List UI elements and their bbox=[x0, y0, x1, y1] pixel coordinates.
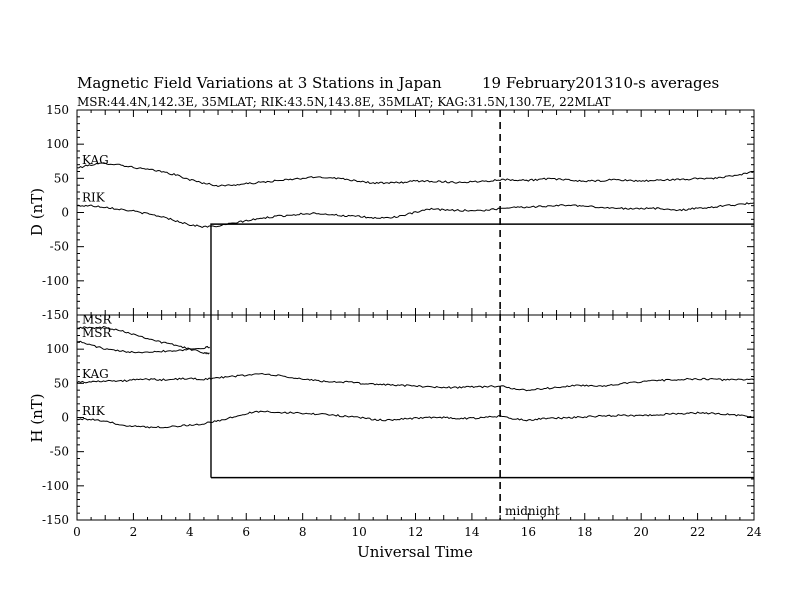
d-y-tick-label: 50 bbox=[54, 171, 69, 185]
x-tick-label: 0 bbox=[73, 525, 81, 539]
chart-overlays bbox=[210, 110, 754, 520]
h-y-tick-label: -50 bbox=[50, 445, 69, 459]
series-d-kag-0 bbox=[76, 162, 755, 188]
series-label-h-kag: KAG bbox=[82, 367, 109, 381]
chart-title: Magnetic Field Variations at 3 Stations … bbox=[77, 74, 442, 92]
d-y-tick-label: -50 bbox=[50, 240, 69, 254]
x-axis-label: Universal Time bbox=[357, 543, 473, 561]
series-label-d-rik: RIK bbox=[82, 191, 106, 205]
h-y-tick-label: 100 bbox=[46, 342, 69, 356]
chart-averaging: 10-s averages bbox=[614, 74, 719, 92]
x-tick-label: 2 bbox=[130, 525, 138, 539]
x-tick-label: 20 bbox=[634, 525, 649, 539]
y-axis-label-d: D (nT) bbox=[28, 188, 46, 236]
x-tick-label: 22 bbox=[690, 525, 705, 539]
highlight-box-top bbox=[210, 223, 754, 478]
h-y-tick-label: 0 bbox=[61, 411, 69, 425]
series-h-kag-2 bbox=[76, 372, 755, 392]
d-y-tick-label: 0 bbox=[61, 206, 69, 220]
series-h-rik-3 bbox=[77, 410, 755, 429]
series-label-h-rik: RIK bbox=[82, 404, 106, 418]
midnight-label: midnight bbox=[505, 504, 560, 518]
d-y-tick-label: 100 bbox=[46, 137, 69, 151]
series-d-rik-1 bbox=[76, 202, 755, 228]
series-h-msr-1 bbox=[76, 340, 210, 354]
d-y-tick-label: -150 bbox=[42, 308, 69, 322]
x-tick-label: 8 bbox=[299, 525, 307, 539]
x-tick-label: 4 bbox=[186, 525, 194, 539]
d-component-panel: 150 100 50 0 -50 -100 -150 KAG RIK bbox=[42, 103, 755, 322]
x-tick-label: 10 bbox=[351, 525, 366, 539]
chart-date: 19 February2013 bbox=[482, 74, 614, 92]
chart-subtitle: MSR:44.4N,142.3E, 35MLAT; RIK:43.5N,143.… bbox=[77, 95, 611, 109]
series-label-h-msr: MSR bbox=[82, 312, 113, 326]
x-tick-label: 24 bbox=[746, 525, 762, 539]
series-label-d-kag: KAG bbox=[82, 153, 109, 167]
h-y-tick-label: -100 bbox=[42, 479, 69, 493]
series-label-h-msr: MSR bbox=[82, 326, 113, 340]
x-tick-label: 6 bbox=[242, 525, 250, 539]
x-tick-label: 16 bbox=[521, 525, 536, 539]
h-y-tick-label: -150 bbox=[42, 513, 69, 527]
d-panel-frame bbox=[76, 109, 755, 316]
x-tick-label: 12 bbox=[408, 525, 423, 539]
d-y-tick-label: -100 bbox=[42, 274, 69, 288]
x-tick-label: 18 bbox=[577, 525, 592, 539]
d-y-tick-label: 150 bbox=[46, 103, 69, 117]
x-tick-label: 14 bbox=[464, 525, 480, 539]
h-y-tick-label: 50 bbox=[54, 376, 69, 390]
y-axis-label-h: H (nT) bbox=[28, 393, 46, 442]
series-h-msr-0 bbox=[76, 326, 210, 355]
